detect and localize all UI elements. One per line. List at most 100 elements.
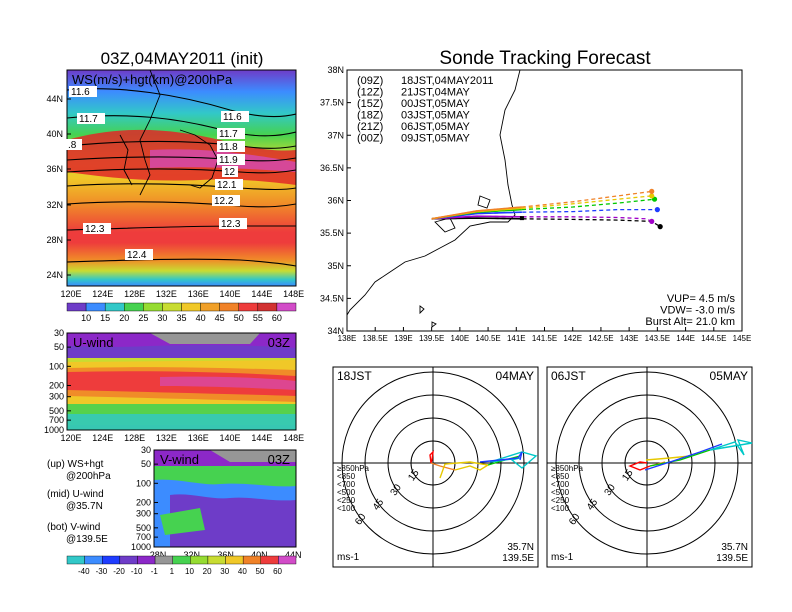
wind-colorbar-swatch [84,555,103,565]
track-legend-label: 06JST,05MAY [401,121,471,133]
lat-tick-label: 28N [46,235,63,245]
contour-label-box [69,86,97,97]
hodograph-trace [479,451,523,463]
ws-colorbar-swatch [104,302,125,312]
wind-colorbar-swatch [207,555,226,565]
track-legend-name: (09Z) [357,75,383,87]
track-legend-label: 00JST,05MAY [401,98,471,110]
hodograph-lon: 139.5E [716,553,748,564]
hodograph-legend-item: <700 [551,480,570,489]
contour-label: 11.6 [71,87,90,98]
pressure-tick-label: 500 [49,406,64,416]
track-x-tick-label: 138E [338,334,357,343]
wind-colorbar-swatch [66,555,85,565]
wind-colorbar-label: -1 [151,567,159,576]
wind-colorbar-label: 50 [256,567,265,576]
ws-colorbar-swatch [257,302,278,312]
hodograph-trace [645,455,691,461]
wind-colorbar-label: 30 [220,567,229,576]
wind-colorbar: -40 -30 -20 -10 -1 1 10 20 30 40 50 60 [66,555,297,576]
wind-colorbar-swatch [102,555,121,565]
track-x-tick-label: 138.5E [363,334,388,343]
wind-colorbar-label: 20 [203,567,212,576]
wind-colorbar-swatch [260,555,279,565]
hodograph-trace [430,462,456,471]
pressure-tick-label: 500 [136,523,151,533]
hodograph-trace [429,450,434,464]
track-legend-label: 03JST,05MAY [401,110,471,122]
vwind-label: V-wind [160,452,199,467]
track-y-tick-label: 35N [327,261,344,271]
pressure-tick-label: 200 [49,380,64,390]
track-endpoint [657,224,663,230]
hodograph-legend-item: <500 [551,488,570,497]
track-x-tick-label: 141.5E [532,334,557,343]
hodograph-date: 04MAY [496,369,534,383]
hodograph-legend-item: ≥850hPa [551,464,584,473]
uwind-lon-tick-label: 136E [188,433,209,443]
contour-label: 11.8 [219,142,238,153]
track-legend-label: 09JST,05MAY [401,133,471,145]
ws-colorbar-label: 60 [272,313,282,323]
contour-label-box [221,111,249,122]
pressure-tick-label: 50 [54,342,64,352]
hodograph-legend-item: <700 [337,480,356,489]
vwind-lat-tick-label: 40N [251,550,268,560]
contour-label: 11.7 [79,114,98,125]
ws-colorbar-label: 10 [81,313,91,323]
ws-colorbar-swatch [162,302,182,312]
ws-colorbar-swatch [200,302,220,312]
hodograph-18jst: 18JST 04MAY15304560≥850hPa<850<700<500<25… [332,366,539,568]
hodograph-trace [628,461,651,471]
wind-colorbar-swatch [154,555,173,565]
pressure-tick-label: 700 [49,415,64,425]
right-title: Sonde Tracking Forecast [439,48,651,69]
wind-colorbar-label: 60 [273,567,282,576]
track-panel: (09Z) 18JST,04MAY2011 (12Z) 21JST,04MAY (15Z… [320,65,751,343]
hodograph-trace [709,439,753,456]
track-x-tick-label: 140E [451,334,470,343]
hodograph-time: 06JST [551,369,586,383]
wind-colorbar-label: -30 [96,567,108,576]
ws-colorbar-swatch [219,302,239,312]
contour-label-box [217,141,245,152]
contour-label: .8 [68,140,77,151]
vwind-lat-ticks: 28N 32N 36N 40N 44N [150,550,302,560]
note-line: (bot) V-wind [47,522,100,533]
lon-tick-label: 148E [283,289,304,299]
lat-tick-label: 40N [46,129,63,139]
track-legend-label: 21JST,04MAY [401,87,471,99]
track-x-tick-label: 142E [563,334,582,343]
hodograph-lat: 35.7N [721,542,748,553]
track-x-tick-label: 139E [394,334,413,343]
track-annotation: Burst Alt= 21.0 km [645,316,735,328]
lat-tick-label: 24N [46,270,63,280]
contour-label: 12.3 [221,219,241,230]
track-x-tick-label: 142.5E [588,334,613,343]
wind-colorbar-swatch [190,555,209,565]
contour-label-box [222,166,238,177]
pressure-tick-label: 30 [54,328,64,338]
track-legend-name: (21Z) [357,121,383,133]
pressure-tick-label: 1000 [131,542,151,552]
hodograph-legend-item: <500 [337,488,356,497]
uwind-time: 03Z [268,335,290,350]
hodograph-legend-item: <850 [337,472,356,481]
uwind-lon-tick-label: 128E [124,433,145,443]
ws-colorbar-label: 20 [119,313,129,323]
uwind-label: U-wind [73,335,113,350]
contour-label: 11.7 [219,129,238,140]
wind-colorbar-label: -10 [131,567,143,576]
hodograph-legend-item: <850 [551,472,570,481]
uwind-lon-tick-label: 148E [283,433,304,443]
lon-tick-label: 124E [92,289,113,299]
hodograph-lon: 139.5E [502,553,534,564]
wind-colorbar-label: 10 [185,567,194,576]
track-y-tick-label: 36.5N [320,163,344,173]
track-x-tick-label: 145E [733,334,752,343]
track-endpoint [649,193,655,199]
